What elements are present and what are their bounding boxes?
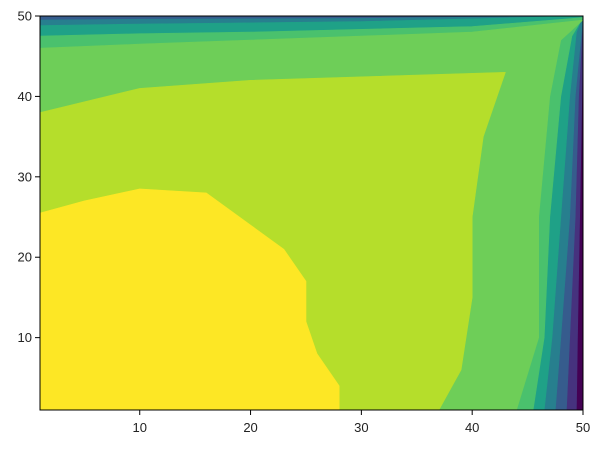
x-tick-label: 50 — [576, 420, 590, 435]
contour-layers — [40, 16, 583, 410]
y-tick-label: 10 — [18, 330, 32, 345]
contour-region-level-9 — [40, 188, 340, 410]
y-tick-label: 20 — [18, 250, 32, 265]
y-tick-label: 30 — [18, 169, 32, 184]
x-tick-label: 30 — [354, 420, 368, 435]
x-tick-label: 10 — [133, 420, 147, 435]
x-tick-label: 40 — [465, 420, 479, 435]
y-tick-label: 50 — [18, 9, 32, 24]
y-axis: 10 20 30 40 50 — [18, 9, 40, 345]
x-axis: 10 20 30 40 50 — [133, 410, 590, 435]
y-tick-label: 40 — [18, 89, 32, 104]
x-tick-label: 20 — [243, 420, 257, 435]
plot-frame — [39, 15, 584, 411]
